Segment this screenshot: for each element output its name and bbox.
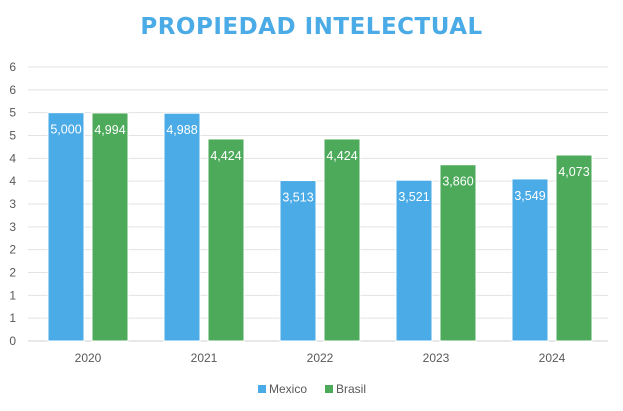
x-tick-label: 2021 bbox=[191, 351, 218, 365]
x-tick-label: 2024 bbox=[539, 351, 566, 365]
bar-brasil bbox=[323, 138, 361, 342]
data-label: 4,073 bbox=[558, 165, 589, 179]
legend-label: Brasil bbox=[336, 382, 366, 396]
data-label: 3,860 bbox=[442, 175, 473, 189]
y-tick-label: 6 bbox=[9, 60, 16, 74]
data-label: 4,994 bbox=[94, 123, 125, 137]
bar-brasil bbox=[91, 112, 129, 342]
bar-mexico bbox=[163, 112, 201, 342]
legend-label: Mexico bbox=[269, 382, 307, 396]
bar-brasil bbox=[439, 164, 477, 342]
y-tick-label: 4 bbox=[9, 174, 16, 188]
y-tick-label: 0 bbox=[9, 334, 16, 348]
bar-mexico bbox=[511, 178, 549, 342]
y-tick-label: 1 bbox=[9, 311, 16, 325]
x-tick-label: 2022 bbox=[307, 351, 334, 365]
data-label: 3,521 bbox=[398, 190, 429, 204]
y-tick-label: 2 bbox=[9, 266, 16, 280]
y-tick-label: 3 bbox=[9, 197, 16, 211]
data-label: 4,424 bbox=[326, 149, 357, 163]
data-label: 3,513 bbox=[282, 191, 313, 205]
data-label: 3,549 bbox=[514, 189, 545, 203]
x-tick-label: 2020 bbox=[75, 351, 102, 365]
bar-mexico bbox=[279, 180, 317, 342]
data-label: 5,000 bbox=[50, 123, 81, 137]
bar-mexico bbox=[395, 179, 433, 342]
y-tick-label: 3 bbox=[9, 220, 16, 234]
y-tick-label: 1 bbox=[9, 288, 16, 302]
chart-title: PROPIEDAD INTELECTUAL bbox=[140, 14, 483, 40]
y-tick-label: 5 bbox=[9, 106, 16, 120]
data-label: 4,424 bbox=[210, 149, 241, 163]
y-tick-label: 2 bbox=[9, 243, 16, 257]
x-tick-label: 2023 bbox=[423, 351, 450, 365]
legend-swatch bbox=[325, 385, 333, 393]
bar-brasil bbox=[207, 138, 245, 342]
y-tick-label: 5 bbox=[9, 129, 16, 143]
y-tick-label: 6 bbox=[9, 83, 16, 97]
y-tick-label: 4 bbox=[9, 151, 16, 165]
bar-brasil bbox=[555, 154, 593, 342]
bar-mexico bbox=[47, 112, 85, 342]
legend-swatch bbox=[258, 385, 266, 393]
data-label: 4,988 bbox=[166, 123, 197, 137]
